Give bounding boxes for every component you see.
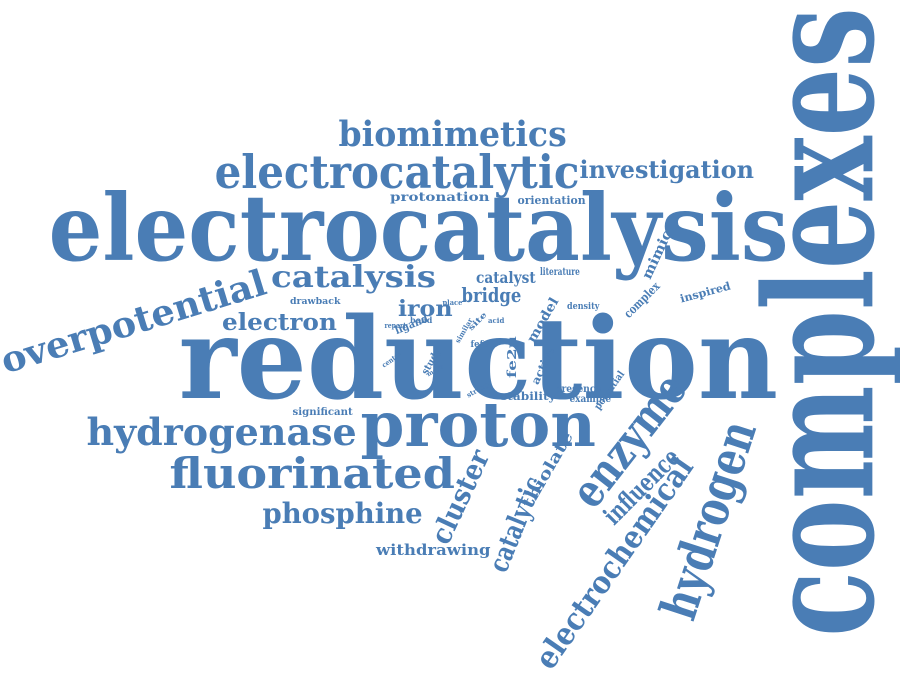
word-drawback: drawback xyxy=(289,296,341,307)
word-catalysis: catalysis xyxy=(270,260,436,295)
word-acid: acid xyxy=(488,315,505,325)
word-iron: iron xyxy=(397,296,453,322)
word-density: density xyxy=(567,301,600,312)
word-electron: electron xyxy=(221,308,337,336)
word-orientation: orientation xyxy=(516,193,586,207)
word-fe2mu: fe2µ xyxy=(504,336,519,378)
word-bridge: bridge xyxy=(460,283,521,307)
word-reduction: reduction xyxy=(178,294,778,425)
word-biomimetics: biomimetics xyxy=(338,113,567,155)
word-hydrogenase: hydrogenase xyxy=(85,409,357,454)
word-bond: bond xyxy=(410,315,433,325)
word-electrocatalysis: electrocatalysis xyxy=(48,174,788,282)
word-example: example xyxy=(568,394,611,405)
word-significant: significant xyxy=(291,407,353,418)
word-catalyst: catalyst xyxy=(475,268,536,287)
word-presence: presence xyxy=(555,384,602,395)
word-stability: stability xyxy=(500,389,556,403)
word-literature: literature xyxy=(539,267,580,278)
word-electrocatalytic: electrocatalytic xyxy=(214,145,580,199)
word-fluorinated: fluorinated xyxy=(169,449,455,498)
word-phosphine: phosphine xyxy=(261,497,423,530)
word-protonation: protonation xyxy=(390,190,490,204)
word-place: place xyxy=(441,297,462,307)
word-report: report xyxy=(383,320,406,330)
word-withdrawing: withdrawing xyxy=(375,540,491,559)
word-proton: proton xyxy=(360,388,596,461)
word-investigation: investigation xyxy=(579,155,754,184)
word-fefe: fefe xyxy=(470,339,489,350)
